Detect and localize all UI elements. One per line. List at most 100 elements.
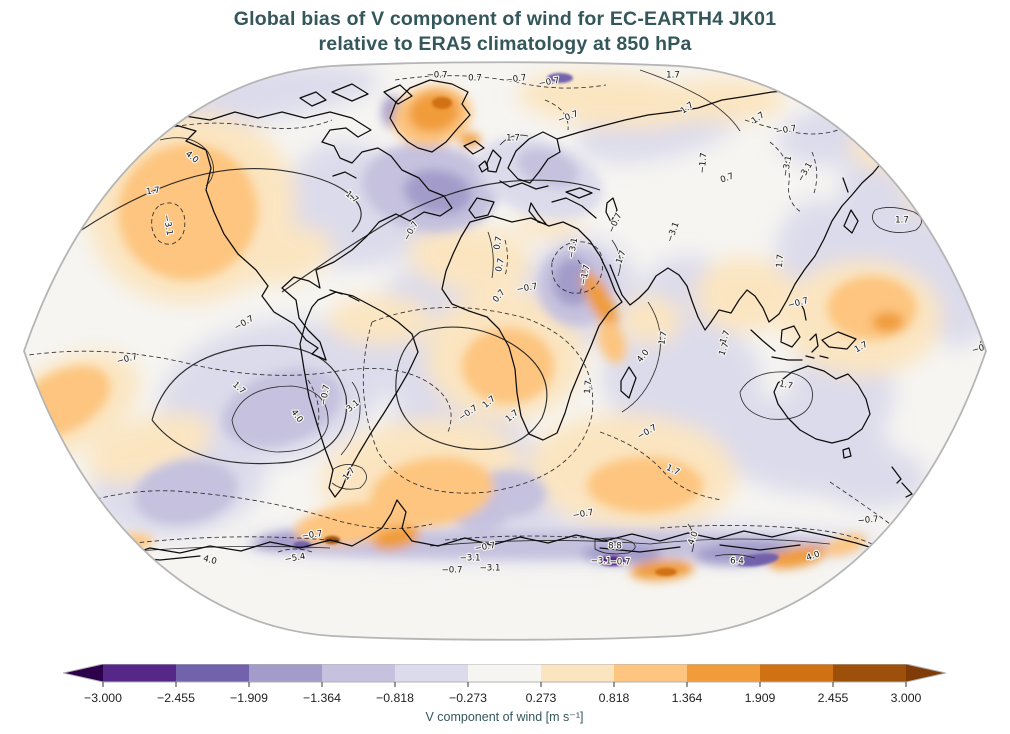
bias-blob (432, 97, 452, 109)
bias-blob (602, 320, 762, 436)
colorbar-tick-label: −0.818 (376, 691, 414, 705)
contour-label: −0.7 (516, 282, 538, 295)
bias-blob (597, 320, 627, 364)
bias-blob (328, 295, 432, 345)
bias-blob (221, 368, 343, 448)
contour-label: 1.7 (614, 249, 628, 265)
colorbar-segment (249, 664, 323, 682)
contour-label: −0.7 (610, 558, 631, 568)
colorbar-tick-label: 2.455 (817, 691, 849, 705)
colorbar-tick-label: −3.000 (84, 691, 122, 705)
contour-label: −0.7 (301, 529, 323, 542)
contour-label: 1.7 (506, 134, 520, 144)
map-outline (23, 61, 987, 641)
coastlines (61, 79, 913, 561)
colorbar-tick-label: −2.455 (157, 691, 195, 705)
bias-blob (735, 553, 779, 567)
contour-label: −0.7 (964, 276, 987, 293)
contour-label: −3.1 (480, 564, 501, 574)
colorbar-under-arrow (63, 664, 103, 682)
bias-blob (118, 143, 258, 281)
contour-label: −3.1 (567, 237, 580, 259)
colorbar-tick-label: −1.909 (230, 691, 268, 705)
colorbar-segment (103, 664, 177, 682)
colorbar-over-arrow (906, 664, 946, 682)
contour-label: 0.7 (468, 74, 482, 84)
colorbar-segment (687, 664, 761, 682)
contour-label: −0.7 (427, 71, 448, 81)
contour-label: 1.7 (146, 186, 161, 198)
colorbar-bar (62, 663, 947, 687)
bias-blob (817, 448, 927, 508)
bias-blob (695, 257, 795, 333)
colorbar: −3.000 −2.455 −1.909 −1.364 −0.818 −0.273 0.27… (62, 663, 947, 724)
colorbar-tick-label: −0.273 (449, 691, 487, 705)
contour-label: −0.7 (775, 124, 797, 137)
bias-blob (587, 457, 703, 513)
contour-label: −0.7 (572, 508, 594, 521)
bias-blob (598, 556, 626, 566)
colorbar-tick-label: 0.818 (598, 691, 630, 705)
contour-label: −0.7 (857, 515, 879, 527)
contour-label: −0.7 (319, 384, 332, 406)
contour-label: 1.7 (775, 254, 786, 268)
contour-label: 4.0 (202, 554, 218, 567)
colorbar-segment (468, 664, 542, 682)
contour-label: −0.7 (442, 566, 463, 576)
bias-blob (24, 80, 130, 180)
contour-label: 0.7 (492, 235, 504, 250)
bias-blob (823, 534, 867, 556)
contour-label: 0.7 (494, 257, 507, 272)
bias-blob (243, 227, 333, 285)
contour-label: −3.1 (161, 214, 174, 236)
contour-label: −5.4 (284, 552, 306, 565)
contour-label: −3.1 (781, 155, 794, 177)
contour-label: −0.7 (40, 496, 62, 517)
title-line-2: relative to ERA5 climatology at 850 hPa (318, 33, 692, 55)
colorbar-tick-label: 1.909 (744, 691, 776, 705)
contour-label: −0.7 (505, 73, 527, 86)
contour-label: 1.7 (895, 216, 909, 226)
colorbar-tick-label: −1.364 (303, 691, 341, 705)
colorbar-segment (395, 664, 469, 682)
contour-label: 1.7 (666, 71, 680, 81)
bias-blob (459, 133, 481, 147)
bias-blob (767, 545, 827, 569)
bias-blob (372, 526, 420, 550)
colorbar-tick-label: 0.273 (525, 691, 557, 705)
contour-label: −1.7 (698, 152, 710, 174)
bias-blob (462, 328, 554, 404)
bias-blob (547, 73, 573, 83)
bias-blob (408, 223, 532, 293)
bias-blob (618, 296, 682, 344)
bias-blob (827, 276, 917, 340)
contour-label: 1.7 (583, 380, 594, 394)
contour-label: 4.0 (78, 556, 94, 569)
contour-label: 1.7 (657, 330, 669, 345)
colorbar-tick-label: 1.364 (671, 691, 703, 705)
contour-label: −0.7 (538, 76, 560, 89)
title-line-1: Global bias of V component of wind for E… (233, 8, 777, 30)
colorbar-segment (176, 664, 250, 682)
colorbar-segment (833, 664, 907, 682)
colorbar-tick-label: 3.000 (890, 691, 922, 705)
bias-blob (517, 148, 579, 188)
figure-title: Global bias of V component of wind for E… (0, 7, 1010, 57)
bias-blob (655, 568, 677, 576)
bias-blob (788, 321, 836, 343)
colorbar-segment (614, 664, 688, 682)
contour-label: −0.7 (474, 541, 496, 554)
colorbar-segment (541, 664, 615, 682)
contour-label: −3.1 (460, 554, 481, 564)
contour-label: 6.4 (730, 557, 744, 567)
contour-label: 4.0 (64, 542, 80, 556)
colorbar-segment (760, 664, 834, 682)
contour-label: −0.7 (109, 135, 131, 149)
contour-label: 8.8 (608, 542, 622, 552)
bias-blob (872, 312, 904, 332)
colorbar-label: V component of wind [m s⁻¹] (425, 710, 584, 724)
contour-label: 1.7 (778, 379, 793, 392)
bias-blob (582, 271, 618, 329)
